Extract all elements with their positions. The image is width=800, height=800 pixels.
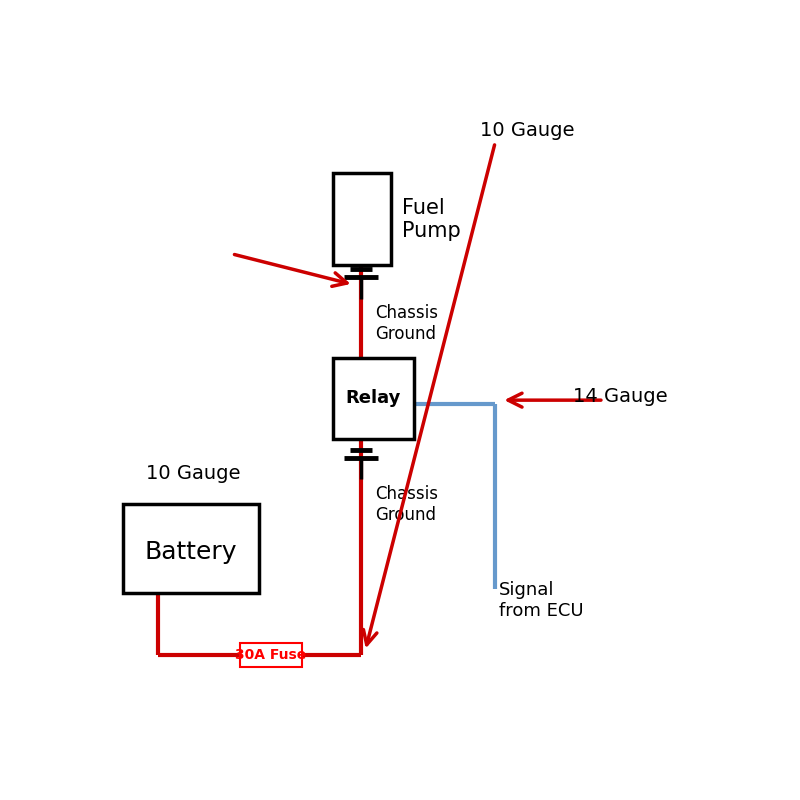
Text: Signal
from ECU: Signal from ECU [499,581,584,620]
Text: Relay: Relay [345,389,401,407]
Text: 14 Gauge: 14 Gauge [573,387,667,406]
Bar [123,504,259,593]
Bar [333,358,414,438]
Bar [239,642,302,667]
Bar [333,173,390,266]
Text: 10 Gauge: 10 Gauge [480,121,574,140]
Text: Chassis
Ground: Chassis Ground [375,304,438,342]
Text: 10 Gauge: 10 Gauge [146,464,241,482]
Text: 30A Fuse: 30A Fuse [235,648,306,662]
Text: Chassis
Ground: Chassis Ground [375,485,438,524]
Text: Fuel
Pump: Fuel Pump [402,198,461,241]
Text: Battery: Battery [145,540,237,564]
